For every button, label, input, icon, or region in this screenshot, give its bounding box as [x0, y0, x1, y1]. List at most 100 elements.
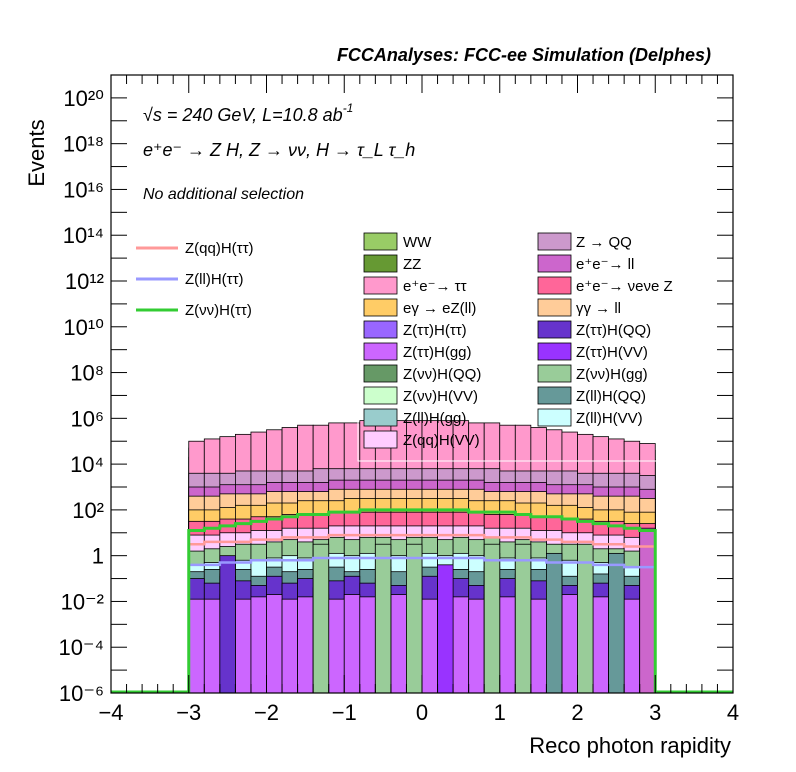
extra-bar	[312, 543, 330, 694]
stack-bar	[561, 594, 578, 694]
legend-label: Z(ττ)H(VV)	[576, 344, 648, 361]
legend-swatch	[363, 430, 398, 449]
legend-swatch	[537, 276, 572, 295]
process-annotation: e⁺e⁻ → Z H, Z → νν, H → τ_L τ_h	[143, 140, 415, 160]
legend-swatch	[363, 386, 398, 405]
extra-bar	[608, 552, 625, 694]
y-tick-label: 10¹²	[65, 269, 104, 294]
legend-label: eγ → eZ(ll)	[403, 300, 476, 317]
y-axis: 10⁻⁶ 10⁻⁴ 10⁻² 1 10² 10⁴ 10⁶ 10⁸ 10¹⁰ 10¹² 10¹⁴ 10¹…	[58, 74, 733, 706]
legend-label: e⁺e⁻→ ll	[576, 256, 634, 273]
legend-label: e⁺e⁻→ νeνe Z	[576, 278, 673, 295]
legend-swatch	[363, 320, 398, 339]
legend-label: Z(νν)H(ττ)	[185, 302, 252, 319]
signal-lines	[111, 508, 733, 694]
y-tick-label: 10²	[72, 498, 104, 523]
legend-label: Z(ll)H(QQ)	[576, 388, 646, 405]
extra-bar	[639, 527, 656, 694]
x-tick-label: −4	[98, 700, 123, 725]
legend-box	[357, 228, 659, 462]
x-tick-label: −3	[176, 700, 201, 725]
stack-bar	[188, 598, 205, 694]
stack-bar	[359, 596, 376, 694]
legend-swatch	[363, 364, 398, 383]
legend-label: Z(ττ)H(ττ)	[403, 322, 467, 339]
x-tick-label: 3	[649, 700, 661, 725]
y-tick-label: 10⁻⁶	[59, 681, 104, 706]
stack-bar	[592, 596, 609, 694]
stack-bar	[499, 596, 516, 694]
x-tick-label: −1	[332, 700, 357, 725]
legend-swatch	[537, 386, 572, 405]
extra-bar	[514, 543, 532, 694]
y-tick-label: 10⁻²	[61, 589, 104, 614]
stack-bar	[234, 598, 252, 694]
legend-swatch	[363, 342, 398, 361]
y-tick-label: 10¹⁸	[63, 132, 104, 157]
legend-swatch	[537, 298, 572, 317]
extra-bar	[483, 543, 501, 694]
stack-bar	[250, 596, 267, 694]
extra-bar	[219, 555, 236, 694]
legend-label: ZZ	[403, 256, 421, 273]
legend-swatch	[363, 298, 398, 317]
legend-label: Z(qq)H(VV)	[403, 432, 480, 449]
stack-bar	[266, 594, 283, 694]
y-tick-label: 10²⁰	[63, 86, 104, 111]
extra-bar	[437, 564, 454, 694]
legend-swatch	[363, 254, 398, 273]
legend-swatch	[363, 276, 398, 295]
x-axis: −4 −2 0 2 4 −3 −1 1 3	[98, 75, 739, 725]
extra-bar	[374, 543, 392, 694]
legend-backgrounds: WW ZZ e⁺e⁻→ ττ eγ → eZ(ll) Z(ττ)H(ττ) Z(ττ)H(…	[363, 232, 673, 449]
signal-line-0	[187, 533, 657, 693]
stack-bar	[390, 594, 407, 694]
selection-annotation: No additional selection	[143, 186, 304, 203]
legend-swatch	[363, 408, 398, 427]
stack-bar	[530, 598, 547, 694]
legend-label: Z(qq)H(ττ)	[185, 240, 254, 257]
legend-swatch	[537, 254, 572, 273]
extra-bar	[546, 552, 563, 694]
y-tick-label: 1	[92, 544, 104, 569]
legend-label: Z → QQ	[576, 234, 632, 251]
signal-line-1	[187, 556, 657, 693]
stack-bar	[421, 598, 438, 694]
legend-label: Z(νν)H(VV)	[403, 388, 478, 405]
legend-swatch	[537, 342, 572, 361]
y-tick-label: 10⁴	[70, 452, 104, 477]
legend-signals: Z(qq)H(ττ) Z(ll)H(ττ) Z(νν)H(ττ)	[136, 240, 254, 319]
stack-bar	[203, 598, 221, 694]
legend-label: Z(ττ)H(QQ)	[576, 322, 651, 339]
legend-label: Z(νν)H(gg)	[576, 366, 648, 383]
stack-bar	[468, 598, 485, 694]
x-axis-title: Reco photon rapidity	[529, 733, 731, 758]
y-tick-label: 10¹⁴	[63, 223, 104, 248]
extra-bar	[406, 543, 423, 694]
legend-label: Z(ll)H(VV)	[576, 410, 643, 427]
y-tick-label: 10¹⁰	[63, 315, 104, 340]
signal-line-2	[187, 508, 657, 693]
legend-swatch	[537, 232, 572, 251]
y-axis-title: Events	[24, 119, 49, 186]
stack-bar	[623, 598, 641, 694]
extra-bar	[577, 543, 594, 694]
legend-label: e⁺e⁻→ ττ	[403, 278, 467, 295]
legend-label: WW	[403, 234, 432, 251]
energy-annotation: √s = 240 GeV, L=10.8 ab-1	[143, 101, 353, 125]
y-tick-label: 10⁶	[70, 406, 104, 431]
legend-label: Z(νν)H(QQ)	[403, 366, 481, 383]
x-tick-label: 2	[571, 700, 583, 725]
x-tick-label: 1	[494, 700, 506, 725]
legend-swatch	[537, 408, 572, 427]
x-tick-label: 0	[416, 700, 428, 725]
stack-bar	[343, 594, 361, 694]
y-tick-label: 10⁻⁴	[58, 635, 104, 660]
chart-header: FCCAnalyses: FCC-ee Simulation (Delphes)	[337, 45, 711, 65]
stack-bar	[328, 598, 345, 694]
y-tick-label: 10⁸	[70, 361, 104, 386]
legend-label: γγ → ll	[576, 300, 621, 317]
legend-swatch	[537, 320, 572, 339]
legend-swatch	[363, 232, 398, 251]
